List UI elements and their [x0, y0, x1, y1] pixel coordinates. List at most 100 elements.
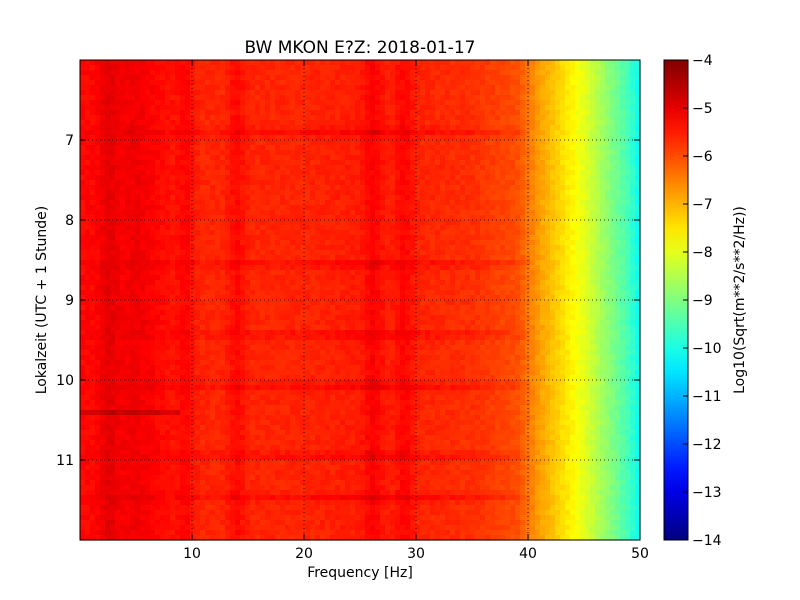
- heatmap-cell: [365, 75, 371, 81]
- heatmap-cell: [305, 185, 311, 191]
- heatmap-cell: [115, 250, 121, 256]
- heatmap-cell: [150, 90, 156, 96]
- heatmap-cell: [380, 260, 386, 266]
- heatmap-cell: [630, 245, 636, 251]
- heatmap-cell: [500, 65, 506, 71]
- heatmap-cell: [405, 265, 411, 271]
- heatmap-cell: [615, 150, 621, 156]
- heatmap-cell: [170, 255, 176, 261]
- heatmap-cell: [365, 240, 371, 246]
- heatmap-cell: [365, 115, 371, 121]
- heatmap-cell: [230, 230, 236, 236]
- heatmap-cell: [395, 275, 401, 281]
- heatmap-cell: [215, 75, 221, 81]
- heatmap-cell: [515, 270, 521, 276]
- heatmap-cell: [600, 125, 606, 131]
- heatmap-cell: [310, 90, 316, 96]
- heatmap-cell: [425, 220, 431, 226]
- heatmap-cell: [250, 270, 256, 276]
- heatmap-cell: [150, 265, 156, 271]
- heatmap-cell: [545, 90, 551, 96]
- heatmap-cell: [215, 230, 221, 236]
- heatmap-cell: [185, 145, 191, 151]
- heatmap-cell: [315, 240, 321, 246]
- heatmap-cell: [140, 260, 146, 266]
- heatmap-cell: [300, 230, 306, 236]
- heatmap-cell: [225, 245, 231, 251]
- heatmap-cell: [105, 275, 111, 281]
- heatmap-cell: [590, 80, 596, 86]
- heatmap-cell: [205, 185, 211, 191]
- heatmap-cell: [510, 265, 516, 271]
- heatmap-cell: [480, 170, 486, 176]
- heatmap-cell: [95, 80, 101, 86]
- heatmap-cell: [555, 260, 561, 266]
- heatmap-cell: [295, 75, 301, 81]
- heatmap-cell: [405, 95, 411, 101]
- heatmap-cell: [270, 255, 276, 261]
- heatmap-cell: [220, 60, 226, 66]
- heatmap-cell: [510, 75, 516, 81]
- heatmap-cell: [610, 70, 616, 76]
- heatmap-cell: [280, 145, 286, 151]
- heatmap-cell: [195, 65, 201, 71]
- heatmap-cell: [295, 90, 301, 96]
- heatmap-cell: [355, 130, 361, 136]
- heatmap-cell: [530, 135, 536, 141]
- heatmap-cell: [335, 70, 341, 76]
- heatmap-cell: [165, 180, 171, 186]
- heatmap-cell: [450, 270, 456, 276]
- heatmap-cell: [255, 250, 261, 256]
- heatmap-cell: [115, 270, 121, 276]
- heatmap-cell: [245, 270, 251, 276]
- heatmap-cell: [365, 150, 371, 156]
- heatmap-cell: [595, 240, 601, 246]
- heatmap-cell: [610, 170, 616, 176]
- heatmap-cell: [265, 85, 271, 91]
- heatmap-cell: [475, 260, 481, 266]
- heatmap-cell: [520, 245, 526, 251]
- heatmap-cell: [485, 235, 491, 241]
- heatmap-cell: [510, 250, 516, 256]
- heatmap-cell: [510, 95, 516, 101]
- heatmap-cell: [450, 260, 456, 266]
- heatmap-cell: [550, 270, 556, 276]
- heatmap-cell: [160, 75, 166, 81]
- heatmap-cell: [220, 265, 226, 271]
- heatmap-cell: [305, 110, 311, 116]
- heatmap-cell: [410, 130, 416, 136]
- heatmap-cell: [245, 130, 251, 136]
- heatmap-cell: [135, 190, 141, 196]
- heatmap-cell: [300, 195, 306, 201]
- heatmap-cell: [300, 115, 306, 121]
- heatmap-cell: [470, 160, 476, 166]
- heatmap-cell: [635, 120, 641, 126]
- heatmap-cell: [300, 265, 306, 271]
- heatmap-cell: [450, 245, 456, 251]
- heatmap-cell: [400, 230, 406, 236]
- heatmap-cell: [555, 245, 561, 251]
- heatmap-cell: [420, 200, 426, 206]
- heatmap-cell: [535, 180, 541, 186]
- heatmap-cell: [260, 175, 266, 181]
- heatmap-cell: [130, 190, 136, 196]
- heatmap-cell: [215, 100, 221, 106]
- heatmap-cell: [455, 130, 461, 136]
- heatmap-cell: [620, 135, 626, 141]
- heatmap-cell: [360, 175, 366, 181]
- heatmap-cell: [355, 175, 361, 181]
- heatmap-cell: [565, 85, 571, 91]
- heatmap-cell: [615, 155, 621, 161]
- heatmap-cell: [175, 120, 181, 126]
- heatmap-cell: [605, 120, 611, 126]
- heatmap-cell: [585, 250, 591, 256]
- heatmap-cell: [420, 175, 426, 181]
- heatmap-cell: [325, 160, 331, 166]
- heatmap-cell: [450, 65, 456, 71]
- heatmap-cell: [530, 175, 536, 181]
- heatmap-cell: [430, 60, 436, 66]
- heatmap-cell: [305, 210, 311, 216]
- heatmap-cell: [545, 110, 551, 116]
- heatmap-cell: [595, 205, 601, 211]
- heatmap-cell: [490, 210, 496, 216]
